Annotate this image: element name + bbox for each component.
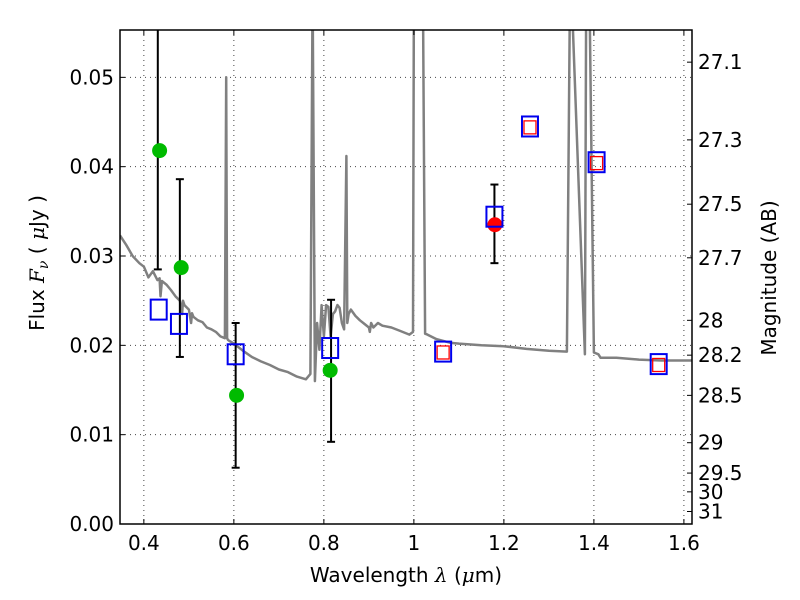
y-tick-label: 0.04 bbox=[69, 155, 114, 179]
blue-square-marker bbox=[649, 353, 668, 376]
x-tick-label: 0.6 bbox=[218, 531, 250, 555]
y2-tick-label: 27.7 bbox=[698, 246, 743, 270]
x-tick-label: 0.4 bbox=[128, 531, 160, 555]
green-data-point bbox=[322, 362, 338, 378]
x-tick-label: 0.8 bbox=[308, 531, 340, 555]
x-tick-label: 1.4 bbox=[578, 531, 610, 555]
blue-square-marker bbox=[520, 115, 539, 138]
y-tick-label: 0.03 bbox=[69, 244, 114, 268]
red-square-marker bbox=[523, 120, 537, 135]
y2-tick-label: 29.5 bbox=[698, 461, 743, 485]
blue-square-marker bbox=[149, 298, 168, 321]
y2-tick-label: 31 bbox=[698, 499, 723, 523]
y-tick-label: 0.05 bbox=[69, 65, 114, 89]
y2-tick-label: 30 bbox=[698, 480, 723, 504]
blue-square-marker bbox=[485, 205, 504, 228]
green-data-point bbox=[152, 143, 168, 159]
x-tick-label: 1.6 bbox=[668, 531, 700, 555]
plot-frame bbox=[119, 29, 693, 525]
y2-tick-label: 28.2 bbox=[698, 343, 743, 367]
y-axis-label: Flux Fν ( μJy ) bbox=[25, 195, 52, 331]
y2-axis-label: Magnitude (AB) bbox=[757, 200, 781, 355]
blue-square-marker bbox=[434, 340, 453, 363]
blue-square-marker bbox=[321, 337, 340, 360]
x-tick-label: 1 bbox=[408, 531, 421, 555]
blue-square-marker bbox=[226, 343, 245, 366]
y2-tick-label: 27.1 bbox=[698, 50, 743, 74]
y-tick-label: 0.01 bbox=[69, 423, 114, 447]
x-axis-label: Wavelength λ (μm) bbox=[310, 563, 502, 587]
red-data-point bbox=[487, 217, 503, 233]
y2-tick-label: 28.5 bbox=[698, 383, 743, 407]
y2-tick-label: 28 bbox=[698, 308, 723, 332]
green-points bbox=[152, 143, 338, 403]
red-square-marker bbox=[589, 155, 604, 171]
y2-tick-label: 29 bbox=[698, 431, 723, 455]
y-tick-label: 0.02 bbox=[69, 333, 114, 357]
red-square-marker bbox=[436, 345, 450, 360]
x-tick-label: 1.2 bbox=[488, 531, 520, 555]
y2-tick-label: 27.5 bbox=[698, 192, 743, 216]
blue-squares bbox=[149, 115, 668, 376]
y2-tick-label: 27.3 bbox=[698, 128, 743, 152]
grid-lines bbox=[120, 30, 692, 524]
x-axis-ticks: 0.4 0.6 0.8 1 1.2 1.4 1.6 bbox=[128, 30, 700, 555]
red-squares bbox=[436, 120, 666, 373]
blue-square-marker bbox=[169, 312, 188, 335]
red-points bbox=[487, 217, 503, 233]
y-axis-ticks: 0.00 0.01 0.02 0.03 0.04 0.05 bbox=[69, 65, 125, 536]
y-tick-label: 0.00 bbox=[69, 512, 114, 536]
green-data-point bbox=[229, 387, 245, 403]
blue-square-marker bbox=[587, 151, 606, 174]
green-data-point bbox=[173, 260, 189, 276]
red-square-marker bbox=[652, 357, 666, 373]
